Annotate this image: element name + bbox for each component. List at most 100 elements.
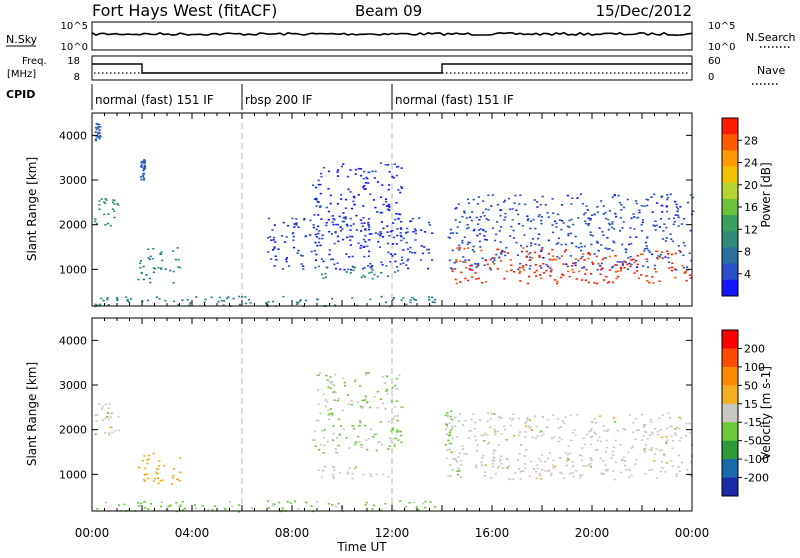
heatmap-cell [331, 412, 334, 415]
heatmap-cell [661, 251, 664, 253]
heatmap-cell [591, 234, 594, 237]
heatmap-cell [368, 239, 371, 241]
heatmap-cell [355, 229, 358, 231]
heatmap-cell [628, 243, 631, 246]
heatmap-cell [363, 276, 366, 278]
heatmap-cell [469, 429, 472, 432]
heatmap-cell [336, 235, 339, 238]
heatmap-cell [666, 250, 669, 252]
heatmap-cell [492, 449, 495, 452]
heatmap-cell [426, 248, 429, 251]
heatmap-cell [342, 212, 345, 214]
colorbar-tick-label: 12 [744, 223, 758, 236]
heatmap-cell [330, 258, 333, 261]
heatmap-cell [602, 279, 605, 281]
heatmap-cell [446, 414, 449, 417]
heatmap-cell [523, 269, 526, 271]
heatmap-cell [494, 433, 497, 436]
heatmap-cell [482, 229, 485, 231]
heatmap-cell [454, 459, 457, 462]
heatmap-cell [461, 239, 464, 242]
heatmap-cell [368, 218, 371, 220]
heatmap-cell [111, 208, 114, 210]
heatmap-cell [567, 445, 570, 447]
heatmap-cell [646, 204, 649, 207]
heatmap-cell [144, 467, 147, 470]
heatmap-cell [271, 249, 275, 251]
heatmap-cell [649, 434, 652, 436]
heatmap-cell [357, 194, 360, 196]
heatmap-cell [330, 414, 333, 417]
heatmap-cell [413, 298, 416, 300]
heatmap-cell [391, 243, 395, 245]
heatmap-cell [468, 268, 471, 270]
heatmap-cell [491, 465, 495, 468]
heatmap-cell [97, 132, 100, 135]
heatmap-cell [579, 242, 582, 245]
heatmap-cell [137, 466, 140, 469]
heatmap-cell [285, 260, 288, 263]
heatmap-cell [397, 217, 400, 220]
heatmap-cell [665, 205, 668, 207]
heatmap-cell [661, 257, 664, 259]
heatmap-cell [101, 419, 104, 422]
heatmap-cell [689, 229, 692, 232]
heatmap-cell [570, 203, 573, 205]
heatmap-cell [671, 447, 674, 450]
colorbar-segment [722, 231, 738, 248]
heatmap-cell [94, 135, 98, 137]
heatmap-cell [104, 431, 107, 434]
heatmap-cell [513, 435, 516, 437]
heatmap-cell [629, 265, 632, 268]
heatmap-cell [94, 139, 97, 142]
heatmap-cell [158, 465, 161, 467]
heatmap-cell [644, 473, 647, 475]
heatmap-cell [364, 188, 367, 190]
heatmap-cell [552, 414, 555, 416]
heatmap-cell [607, 429, 610, 431]
heatmap-cell [446, 449, 449, 451]
heatmap-cell [302, 268, 305, 270]
heatmap-cell [682, 254, 685, 257]
heatmap-cell [361, 407, 364, 409]
heatmap-cell [325, 224, 328, 227]
heatmap-cell [600, 200, 603, 202]
heatmap-cell [504, 254, 507, 257]
heatmap-cell [661, 238, 664, 240]
heatmap-cell [327, 413, 330, 416]
heatmap-cell [491, 227, 495, 229]
heatmap-cell [498, 416, 501, 419]
heatmap-cell [685, 422, 688, 425]
heatmap-cell [315, 236, 318, 238]
heatmap-cell [402, 237, 405, 240]
heatmap-cell [536, 435, 539, 437]
heatmap-cell [143, 507, 146, 509]
heatmap-cell [143, 478, 146, 481]
heatmap-cell [338, 215, 341, 218]
heatmap-cell [559, 426, 562, 428]
heatmap-cell [113, 203, 116, 205]
heatmap-cell [580, 455, 583, 457]
heatmap-cell [615, 215, 618, 218]
heatmap-cell [146, 473, 149, 476]
heatmap-cell [393, 443, 396, 445]
heatmap-cell [614, 255, 617, 257]
heatmap-cell [272, 239, 275, 241]
heatmap-cell [482, 434, 485, 436]
heatmap-cell [671, 266, 674, 269]
heatmap-cell [654, 229, 657, 231]
heatmap-cell [223, 507, 226, 510]
heatmap-cell [581, 474, 584, 477]
heatmap-cell [332, 475, 335, 478]
heatmap-cell [594, 433, 597, 435]
heatmap-cell [297, 508, 300, 510]
heatmap-cell [334, 267, 338, 270]
heatmap-cell [400, 256, 404, 259]
heatmap-cell [572, 262, 575, 265]
heatmap-cell [630, 242, 633, 245]
heatmap-cell [284, 241, 287, 243]
heatmap-cell [486, 443, 489, 445]
heatmap-cell [397, 439, 400, 441]
heatmap-cell [447, 475, 450, 477]
